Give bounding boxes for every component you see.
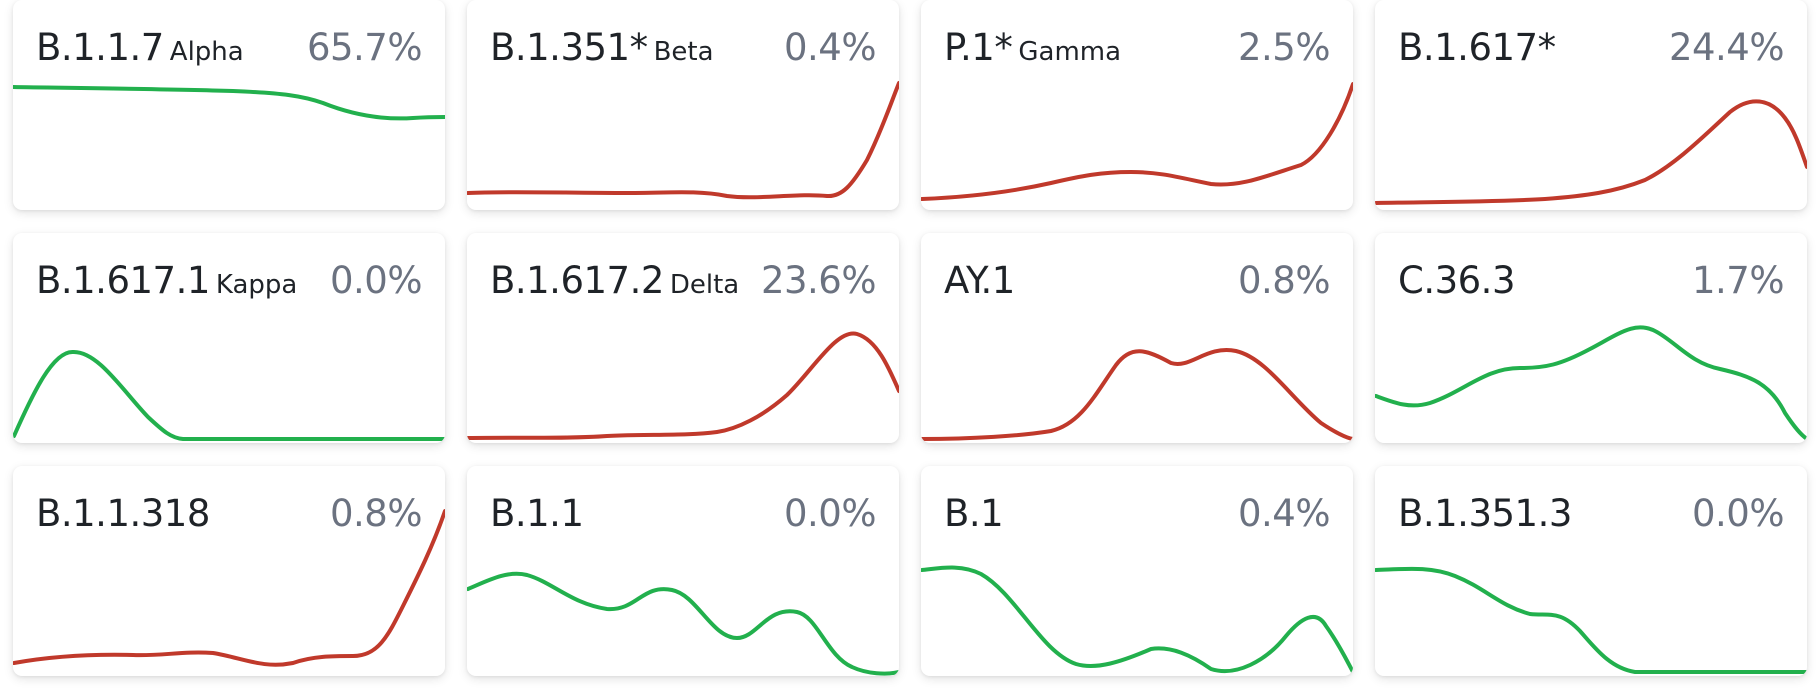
lineage-name: B.1.1.7 [36,26,164,69]
card-header: B.1.1 0.0% [490,492,877,540]
trend-line [1375,99,1807,205]
trend-line [467,571,899,676]
prevalence-percent: 1.7% [1692,259,1785,302]
sparkline [921,565,1353,674]
lineage-name: AY.1 [944,259,1015,302]
trend-line [921,348,1353,441]
lineage-title: B.1.351.3 [1398,492,1578,535]
card-header: B.1.351.3 0.0% [1398,492,1785,540]
lineage-card[interactable]: AY.1 0.8% [921,233,1353,443]
lineage-title: B.1 [944,492,1009,535]
lineage-card[interactable]: P.1* Gamma 2.5% [921,0,1353,210]
lineage-card[interactable]: B.1.351.3 0.0% [1375,466,1807,676]
prevalence-percent: 0.8% [1238,259,1331,302]
card-header: B.1.351* Beta 0.4% [490,26,877,74]
prevalence-percent: 24.4% [1668,26,1785,69]
prevalence-percent: 0.8% [330,492,423,535]
lineage-title: B.1.617.2 Delta [490,259,739,302]
prevalence-percent: 0.0% [1692,492,1785,535]
trend-line [1375,566,1807,674]
variant-label: Beta [653,37,714,67]
prevalence-percent: 0.0% [784,492,877,535]
lineage-title: B.1.1.318 [36,492,216,535]
card-header: B.1.1.318 0.8% [36,492,423,540]
prevalence-percent: 65.7% [306,26,423,69]
sparkline [467,331,899,440]
trend-line [921,565,1353,674]
lineage-name: B.1.1.318 [36,492,210,535]
trend-line [1375,325,1807,441]
lineage-card[interactable]: C.36.3 1.7% [1375,233,1807,443]
lineage-title: AY.1 [944,259,1021,302]
sparkline [13,349,445,441]
prevalence-percent: 2.5% [1238,26,1331,69]
card-header: B.1 0.4% [944,492,1331,540]
card-header: B.1.617.2 Delta 23.6% [490,259,877,307]
lineage-name: B.1.1 [490,492,584,535]
card-header: C.36.3 1.7% [1398,259,1785,307]
sparkline [1375,566,1807,674]
lineage-name: P.1* [944,26,1013,69]
variant-label: Kappa [215,270,298,300]
sparkline [13,85,445,121]
card-header: B.1.617* 24.4% [1398,26,1785,74]
sparkline [467,81,899,200]
trend-line [467,331,899,440]
lineage-card[interactable]: B.1.1.7 Alpha 65.7% [13,0,445,210]
lineage-title: C.36.3 [1398,259,1521,302]
lineage-title: B.1.1.7 Alpha [36,26,244,69]
sparkline [1375,325,1807,441]
lineage-title: B.1.1 [490,492,590,535]
variant-label: Alpha [169,37,244,67]
prevalence-percent: 0.4% [784,26,877,69]
trend-line [921,82,1353,201]
lineage-title: B.1.351* Beta [490,26,714,69]
trend-line [13,349,445,441]
lineage-name: B.1.351.3 [1398,492,1572,535]
lineage-card[interactable]: B.1.617.1 Kappa 0.0% [13,233,445,443]
lineage-name: B.1.351* [490,26,648,69]
prevalence-percent: 0.0% [330,259,423,302]
lineage-card[interactable]: B.1.1.318 0.8% [13,466,445,676]
trend-line [13,85,445,121]
lineage-card[interactable]: B.1 0.4% [921,466,1353,676]
sparkline [13,509,445,667]
trend-line [467,81,899,200]
lineage-name: B.1.617* [1398,26,1556,69]
card-header: B.1.617.1 Kappa 0.0% [36,259,423,307]
prevalence-percent: 23.6% [760,259,877,302]
lineage-card[interactable]: B.1.617* 24.4% [1375,0,1807,210]
prevalence-percent: 0.4% [1238,492,1331,535]
lineage-title: P.1* Gamma [944,26,1121,69]
sparkline [921,82,1353,201]
sparkline [467,571,899,676]
sparkline [1375,99,1807,205]
lineage-title: B.1.617* [1398,26,1562,69]
lineage-name: B.1.617.2 [490,259,664,302]
lineage-card[interactable]: B.1.351* Beta 0.4% [467,0,899,210]
lineage-name: C.36.3 [1398,259,1515,302]
variant-label: Gamma [1018,37,1122,67]
lineage-name: B.1.617.1 [36,259,210,302]
sparkline [921,348,1353,441]
card-header: P.1* Gamma 2.5% [944,26,1331,74]
variant-label: Delta [669,270,740,300]
lineage-card[interactable]: B.1.1 0.0% [467,466,899,676]
card-header: B.1.1.7 Alpha 65.7% [36,26,423,74]
trend-line [13,509,445,667]
card-header: AY.1 0.8% [944,259,1331,307]
lineage-name: B.1 [944,492,1004,535]
lineage-title: B.1.617.1 Kappa [36,259,297,302]
lineage-card[interactable]: B.1.617.2 Delta 23.6% [467,233,899,443]
